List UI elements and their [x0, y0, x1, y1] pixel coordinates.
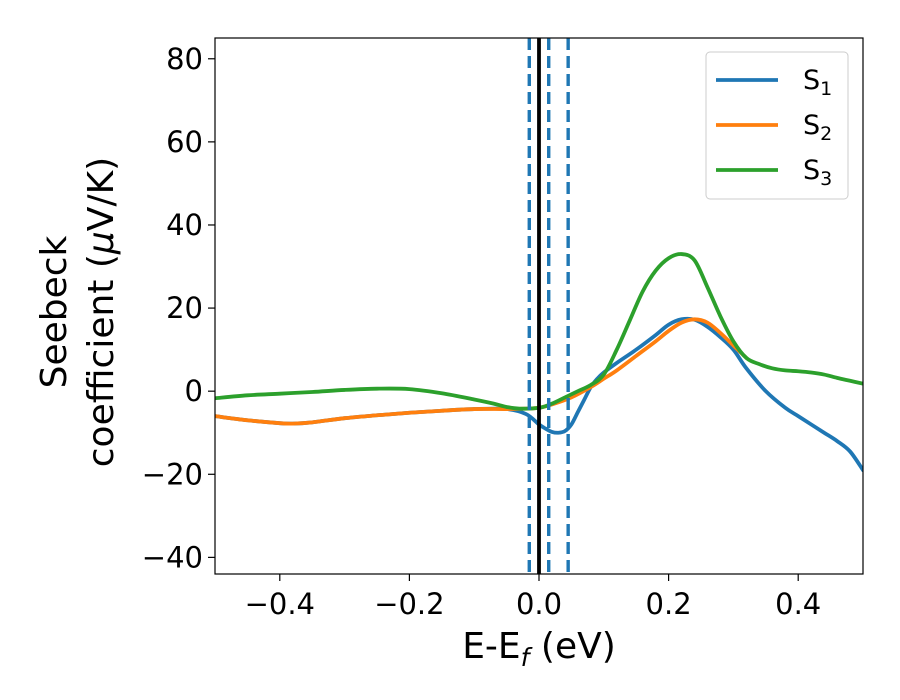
y-tick-label: 0	[185, 374, 203, 408]
vline-layer	[527, 38, 570, 574]
y-tick-label: 20	[166, 291, 203, 325]
y-tick-label: −40	[142, 540, 203, 574]
y-axis-ticks: −40 −20 0 20 40 60 80	[142, 42, 215, 574]
x-axis-ticks: −0.4 −0.2 0.0 0.2 0.4	[245, 574, 821, 621]
x-tick-label: −0.4	[245, 587, 315, 621]
y-tick-label: 80	[166, 42, 203, 76]
x-tick-label: −0.2	[374, 587, 444, 621]
y-axis-title-line2-tail: V/K)	[81, 157, 122, 231]
x-axis-title-main: E-E	[462, 626, 520, 667]
series-line-s3	[215, 252, 863, 411]
x-axis-title-tail: (eV)	[529, 626, 615, 667]
legend-label-s1: S1	[803, 65, 832, 100]
legend: S1 S2 S3	[705, 51, 849, 200]
x-tick-label: 0.4	[775, 587, 821, 621]
y-tick-label: −20	[142, 457, 203, 491]
series-layer	[215, 252, 863, 473]
x-tick-label: 0.0	[516, 587, 562, 621]
y-tick-label: 60	[166, 125, 203, 159]
legend-label-s2: S2	[803, 110, 832, 145]
y-axis-title-line2: coefficient (μV/K)	[81, 157, 122, 467]
y-axis-title-line1: Seebeck	[34, 235, 75, 388]
y-tick-label: 40	[166, 208, 203, 242]
legend-label-s3: S3	[803, 155, 832, 190]
x-tick-label: 0.2	[646, 587, 692, 621]
y-axis-title-line2-start: coefficient (	[81, 254, 122, 467]
y-axis-title-mu: μ	[81, 231, 122, 255]
x-axis-title: E-Ef (eV)	[462, 626, 616, 672]
